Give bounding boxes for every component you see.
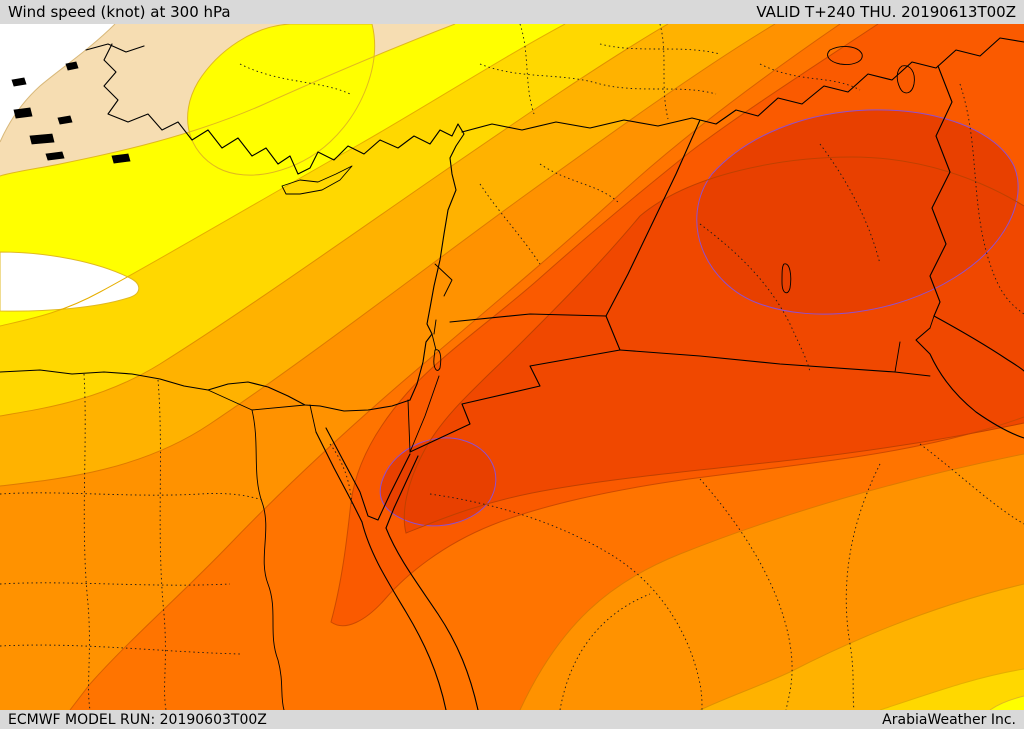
jet-core-max-1 bbox=[696, 109, 1019, 315]
band-amber-southeast bbox=[700, 584, 1024, 710]
valid-time-label: VALID T+240 THU. 20190613T00Z bbox=[756, 3, 1016, 21]
band-yellow-southeast bbox=[990, 696, 1024, 710]
pocket-calm-mediterranean bbox=[0, 251, 140, 312]
page-title: Wind speed (knot) at 300 hPa bbox=[8, 3, 231, 21]
band-gold-southeast bbox=[880, 669, 1024, 710]
pocket-yellow-sw-turkey bbox=[187, 24, 376, 176]
weather-map bbox=[0, 24, 1024, 710]
header-bar: Wind speed (knot) at 300 hPa VALID T+240… bbox=[0, 0, 1024, 24]
brand-label: ArabiaWeather Inc. bbox=[882, 711, 1016, 728]
wind-speed-map-canvas bbox=[0, 24, 1024, 710]
country-borders bbox=[407, 37, 1024, 453]
coastlines bbox=[0, 43, 1024, 710]
jet-core-max-2 bbox=[379, 437, 497, 527]
admin-boundaries bbox=[0, 24, 1024, 710]
wind-speed-bands bbox=[0, 24, 1024, 710]
contour-lines bbox=[0, 24, 1024, 710]
footer-bar: ECMWF MODEL RUN: 20190603T00Z ArabiaWeat… bbox=[0, 710, 1024, 729]
aegean-islands bbox=[11, 61, 131, 164]
model-run-label: ECMWF MODEL RUN: 20190603T00Z bbox=[8, 711, 267, 728]
